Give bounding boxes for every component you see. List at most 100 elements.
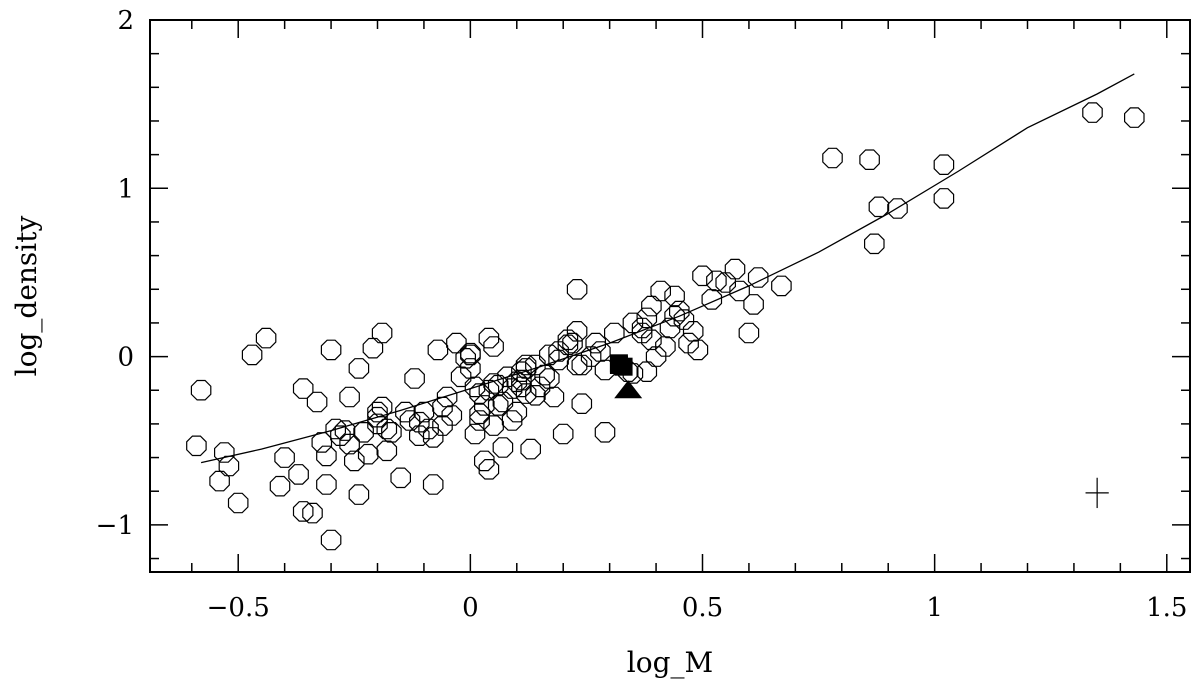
scatter-point bbox=[933, 188, 955, 209]
scatter-point bbox=[404, 368, 425, 389]
scatter-point bbox=[316, 474, 337, 495]
scatter-point bbox=[552, 423, 574, 445]
scatter-point bbox=[659, 317, 681, 339]
scatter-point bbox=[571, 354, 593, 376]
scatter-point bbox=[664, 285, 685, 307]
y-tick-label: −1 bbox=[96, 511, 134, 541]
scatter-point bbox=[348, 358, 370, 379]
scatter-point bbox=[603, 322, 625, 344]
scatter-point bbox=[306, 391, 328, 413]
scatter-point bbox=[269, 475, 291, 497]
scatter-point bbox=[566, 279, 588, 300]
scatter-point bbox=[650, 280, 672, 302]
scatter-point bbox=[492, 437, 514, 458]
y-tick-label: 2 bbox=[117, 6, 134, 36]
scatter-point bbox=[636, 361, 658, 382]
scatter-point bbox=[218, 455, 240, 477]
scatter-point bbox=[288, 464, 309, 485]
scatter-point bbox=[334, 420, 356, 441]
scatter-point bbox=[548, 341, 569, 362]
scatter-point bbox=[483, 336, 504, 357]
scatter-point bbox=[520, 438, 542, 460]
scatter-point bbox=[622, 312, 644, 334]
scatter-point bbox=[464, 423, 486, 445]
scatter-point bbox=[339, 386, 360, 408]
data-points bbox=[186, 102, 1145, 551]
scatter-point bbox=[673, 309, 695, 330]
scatter-point bbox=[590, 341, 611, 362]
scatter-point bbox=[497, 366, 518, 388]
y-tick-label: 1 bbox=[117, 174, 134, 204]
scatter-point bbox=[436, 386, 458, 408]
scatter-point bbox=[432, 415, 453, 436]
scatter-point bbox=[506, 401, 528, 423]
scatter-point bbox=[478, 327, 500, 349]
scatter-point bbox=[214, 442, 235, 463]
scatter-point bbox=[464, 376, 486, 398]
scatter-point bbox=[469, 383, 490, 404]
scatter-point bbox=[668, 300, 690, 322]
scatter-point bbox=[715, 272, 737, 293]
scatter-point bbox=[460, 342, 481, 364]
scatter-point bbox=[186, 435, 207, 457]
scatter-point bbox=[381, 422, 402, 443]
scatter-point bbox=[227, 492, 249, 514]
scatter-point bbox=[636, 307, 658, 329]
scatter-point bbox=[645, 346, 667, 367]
scatter-point bbox=[743, 294, 764, 315]
scatter-point bbox=[241, 344, 263, 366]
scatter-point bbox=[1082, 102, 1103, 123]
scatter-point bbox=[339, 433, 360, 455]
scatter-point bbox=[302, 502, 323, 524]
scatter-point bbox=[529, 376, 551, 398]
scatter-point bbox=[747, 267, 769, 288]
scatter-point bbox=[367, 413, 388, 435]
scatter-point bbox=[487, 395, 509, 416]
plot-frame bbox=[149, 19, 1191, 573]
scatter-point bbox=[538, 344, 560, 366]
x-tick-label: 0 bbox=[462, 593, 479, 623]
scatter-point bbox=[571, 393, 593, 414]
scatter-point bbox=[631, 317, 653, 339]
scatter-point bbox=[367, 401, 388, 423]
scatter-point bbox=[562, 332, 583, 354]
scatter-point bbox=[395, 401, 416, 423]
x-axis-label: log_M bbox=[627, 646, 713, 679]
fit-curve bbox=[200, 73, 1135, 464]
scatter-point bbox=[525, 385, 546, 406]
scatter-point bbox=[409, 411, 430, 433]
scatter-point bbox=[292, 378, 314, 399]
scatter-point bbox=[515, 354, 537, 376]
triangle-marker bbox=[614, 380, 643, 399]
scatter-point bbox=[422, 474, 444, 495]
scatter-point bbox=[729, 280, 750, 302]
scatter-point bbox=[692, 265, 713, 287]
scatter-point bbox=[771, 275, 792, 297]
scatter-point bbox=[594, 422, 616, 443]
scatter-point bbox=[492, 391, 514, 413]
scatter-point bbox=[525, 354, 546, 376]
scatter-point bbox=[863, 233, 885, 255]
scatter-point bbox=[859, 149, 880, 170]
scatter-point bbox=[738, 322, 760, 344]
x-tick-label: 0.5 bbox=[682, 593, 723, 623]
scatter-point bbox=[543, 386, 565, 408]
scatter-point bbox=[474, 450, 495, 472]
scatter-point bbox=[868, 196, 890, 218]
axis-ticks: −0.5 0 0.5 1 1.5 −1 0 1 2 bbox=[96, 6, 1190, 623]
scatter-point bbox=[538, 368, 560, 389]
scatter-point bbox=[357, 443, 379, 465]
scatter-point bbox=[320, 339, 342, 361]
scatter-point bbox=[501, 378, 523, 399]
scatter-point bbox=[325, 418, 346, 440]
scatter-point bbox=[933, 154, 955, 175]
scatter-point bbox=[469, 403, 490, 425]
scatter-point bbox=[316, 445, 337, 467]
scatter-point bbox=[190, 379, 212, 401]
scatter-point bbox=[353, 422, 374, 443]
scatter-point bbox=[566, 354, 588, 376]
scatter-point bbox=[460, 358, 481, 379]
scatter-point bbox=[455, 348, 476, 369]
y-axis-label: log_density bbox=[10, 215, 43, 376]
